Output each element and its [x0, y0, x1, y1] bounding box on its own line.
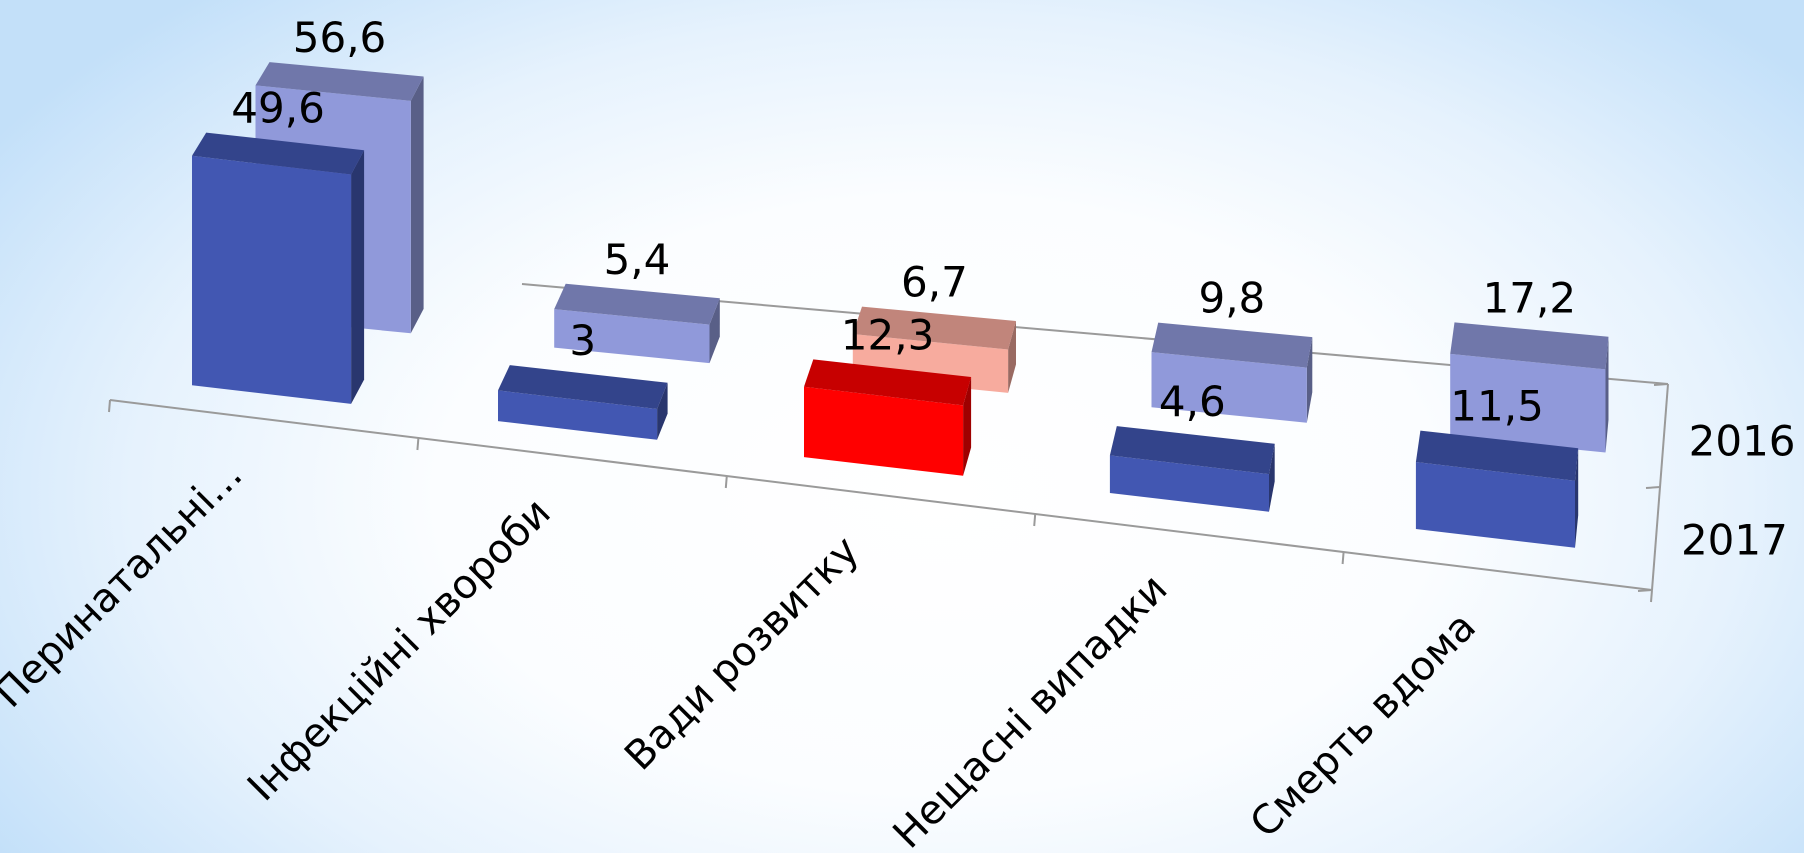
bar-front [192, 155, 352, 404]
bar-2017-3 [1109, 426, 1275, 512]
bar-side [410, 76, 424, 334]
series-label: 2016 [1689, 417, 1796, 466]
bar-side [709, 298, 720, 364]
bar-front [804, 386, 964, 476]
data-label: 4,6 [1159, 377, 1226, 426]
bar-2017-0 [192, 132, 365, 404]
x-tick [1341, 551, 1345, 565]
bar-side [1008, 321, 1016, 393]
bar-front [1415, 462, 1575, 548]
bar-front [1450, 353, 1606, 453]
data-label: 49,6 [231, 84, 325, 133]
bar-top [498, 365, 668, 409]
category-label: Інфекційні хвороби [239, 490, 560, 811]
bar-2017-2 [804, 359, 972, 476]
bar-side [657, 382, 668, 440]
bar-2016-4 [1450, 322, 1609, 453]
depth-tick [1637, 589, 1653, 592]
x-tick [724, 475, 728, 489]
chart-bars [192, 62, 1609, 548]
x-tick [1033, 513, 1037, 527]
bar-top [554, 283, 720, 325]
bar-side [1269, 443, 1275, 512]
bar-side [1575, 448, 1579, 548]
bar-front [1151, 352, 1307, 423]
bar-top [1109, 426, 1275, 475]
bar-front [554, 309, 710, 364]
bar-top [804, 359, 972, 406]
bar-top [852, 306, 1016, 350]
bar-top [1151, 322, 1313, 368]
data-label: 9,8 [1198, 274, 1265, 323]
bar-front [498, 390, 658, 440]
bar-2017-1 [498, 365, 668, 440]
data-label: 56,6 [293, 13, 387, 62]
x-tick [108, 399, 111, 413]
bar-2017-4 [1415, 430, 1579, 548]
data-label: 12,3 [841, 310, 935, 359]
bar-top [1450, 322, 1609, 370]
bar-side [963, 377, 972, 476]
category-label: Нещасні випадки [885, 566, 1177, 853]
depth-tick [1653, 383, 1669, 386]
category-label: Смерть вдома [1242, 604, 1485, 847]
depth-tick [1645, 486, 1661, 489]
bar-top [1415, 430, 1579, 481]
data-label: 6,7 [901, 258, 968, 307]
data-label: 5,4 [604, 235, 671, 284]
bar-top [255, 62, 424, 101]
x-tick [416, 437, 420, 451]
x-tick [1650, 589, 1653, 603]
data-label: 3 [569, 316, 596, 365]
x-axis-line [109, 399, 1653, 591]
data-label: 17,2 [1483, 273, 1577, 322]
data-label: 11,5 [1450, 382, 1544, 431]
category-label: Вади розвитку [616, 528, 868, 780]
bar-side [351, 150, 365, 404]
category-label: Перинатальні... [0, 452, 251, 717]
bar-front [1109, 455, 1269, 512]
bar-2016-3 [1151, 322, 1313, 423]
bar-side [1306, 337, 1313, 423]
series-label: 2017 [1681, 516, 1788, 565]
bar-top [192, 132, 365, 175]
bar-2016-1 [554, 283, 720, 364]
bar-side [1605, 336, 1609, 453]
